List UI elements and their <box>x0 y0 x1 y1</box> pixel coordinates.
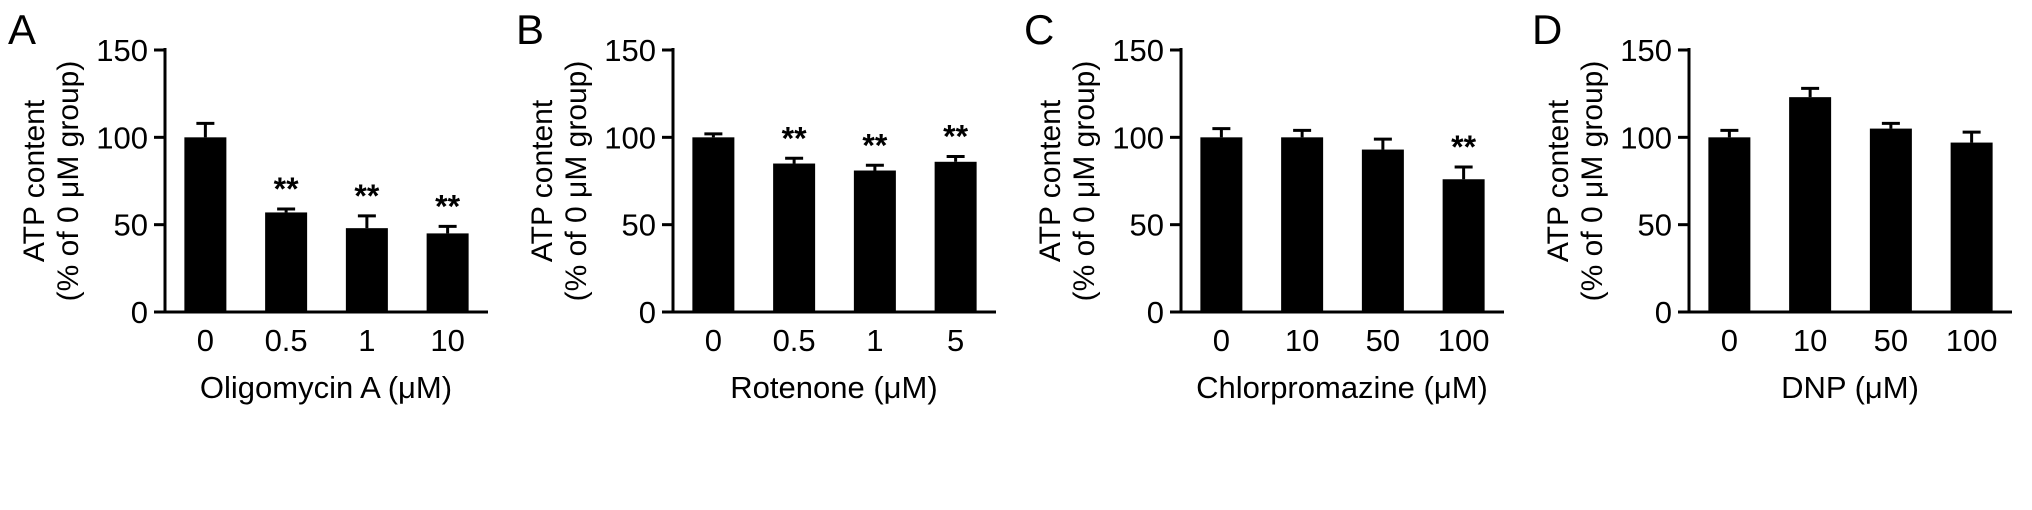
x-tick-label: 100 <box>1946 323 1998 358</box>
x-tick-label: 10 <box>1285 323 1319 358</box>
bar-chart-oligomycin: A ATP content (% of 0 μM group) 05010015… <box>8 6 488 405</box>
significance-marker: ** <box>862 127 887 163</box>
x-tick-label: 50 <box>1874 323 1908 358</box>
panel-letter: B <box>516 6 544 53</box>
x-tick-label: 0 <box>1213 323 1230 358</box>
x-tick-label: 50 <box>1366 323 1400 358</box>
y-tick-label: 100 <box>1620 120 1672 155</box>
significance-marker: ** <box>1451 129 1476 165</box>
panel-letter: C <box>1024 6 1054 53</box>
x-tick-label: 1 <box>358 323 375 358</box>
y-axis-label-line2: (% of 0 μM group) <box>1576 61 1609 302</box>
x-axis-label: Chlorpromazine (μM) <box>1196 370 1488 405</box>
y-axis-label-line2: (% of 0 μM group) <box>52 61 85 302</box>
bar <box>184 137 227 312</box>
y-tick-label: 0 <box>639 295 656 330</box>
bar <box>773 163 816 312</box>
panel-A: A ATP content (% of 0 μM group) 0 50 100 15… <box>0 0 508 510</box>
bar <box>426 233 469 312</box>
significance-marker: ** <box>354 178 379 214</box>
bar <box>1708 137 1751 312</box>
y-axis-label-line2: (% of 0 μM group) <box>560 61 593 302</box>
bar-chart-dnp: D ATP content (% of 0 μM group) 05010015… <box>1532 6 2012 405</box>
panel-B: B ATP content (% of 0 μM group) 0 50 100 15… <box>508 0 1016 510</box>
x-tick-label: 0 <box>197 323 214 358</box>
bar-chart-chlorpromazine: C ATP content (% of 0 μM group) 05010015… <box>1024 6 1504 405</box>
plot-area: 0 50 100 150 0 ** 0.5 ** 1 ** 5 <box>604 33 996 358</box>
y-tick-label: 150 <box>1112 33 1164 68</box>
y-tick-label: 100 <box>1112 120 1164 155</box>
bar <box>1200 137 1243 312</box>
panel-letter: D <box>1532 6 1562 53</box>
y-tick-label: 150 <box>1620 33 1672 68</box>
significance-marker: ** <box>435 188 460 224</box>
x-axis-label: Oligomycin A (μM) <box>200 370 452 405</box>
y-tick-label: 50 <box>622 208 656 243</box>
y-tick-label: 100 <box>604 120 656 155</box>
x-axis-label: Rotenone (μM) <box>730 370 937 405</box>
y-tick-label: 0 <box>1147 295 1164 330</box>
y-tick-label: 50 <box>114 208 148 243</box>
bar <box>1950 142 1993 312</box>
x-tick-label: 0.5 <box>773 323 816 358</box>
significance-marker: ** <box>782 120 807 156</box>
y-tick-label: 50 <box>1130 208 1164 243</box>
y-tick-label: 100 <box>96 120 148 155</box>
bar <box>692 137 735 312</box>
bar-chart-rotenone: B ATP content (% of 0 μM group) 05010015… <box>516 6 996 405</box>
bar <box>1442 179 1485 312</box>
x-tick-label: 0.5 <box>265 323 308 358</box>
y-axis-label-line1: ATP content <box>1542 99 1575 262</box>
plot-area: 0 50 100 150 0 10 50 100 <box>1620 33 2012 358</box>
x-tick-label: 100 <box>1438 323 1490 358</box>
panel-D: D ATP content (% of 0 μM group) 0 50 100 15… <box>1524 0 2032 510</box>
bar <box>1789 97 1832 312</box>
bar <box>934 161 977 312</box>
x-tick-label: 1 <box>866 323 883 358</box>
x-tick-label: 10 <box>1793 323 1827 358</box>
x-axis-label: DNP (μM) <box>1781 370 1919 405</box>
bar <box>1869 128 1912 312</box>
bar <box>853 170 896 312</box>
plot-area: 0 50 100 150 0 ** 0.5 ** 1 ** 10 <box>96 33 488 358</box>
x-tick-label: 10 <box>430 323 464 358</box>
bar <box>345 228 388 312</box>
bar <box>1361 149 1404 312</box>
significance-marker: ** <box>943 119 968 155</box>
y-tick-label: 150 <box>96 33 148 68</box>
y-tick-label: 150 <box>604 33 656 68</box>
y-tick-label: 0 <box>131 295 148 330</box>
x-tick-label: 0 <box>1721 323 1738 358</box>
y-tick-label: 50 <box>1638 208 1672 243</box>
plot-area: 0 50 100 150 0 10 50 ** 100 <box>1112 33 1504 358</box>
x-tick-label: 0 <box>705 323 722 358</box>
y-axis-label-line1: ATP content <box>526 99 559 262</box>
significance-marker: ** <box>274 171 299 207</box>
y-axis-label-line1: ATP content <box>1034 99 1067 262</box>
y-axis-label-line1: ATP content <box>18 99 51 262</box>
y-axis-label-line2: (% of 0 μM group) <box>1068 61 1101 302</box>
panel-C: C ATP content (% of 0 μM group) 0 50 100 15… <box>1016 0 1524 510</box>
panel-letter: A <box>8 6 36 53</box>
x-tick-label: 5 <box>947 323 964 358</box>
bar <box>265 212 308 312</box>
y-tick-label: 0 <box>1655 295 1672 330</box>
bar <box>1281 137 1324 312</box>
